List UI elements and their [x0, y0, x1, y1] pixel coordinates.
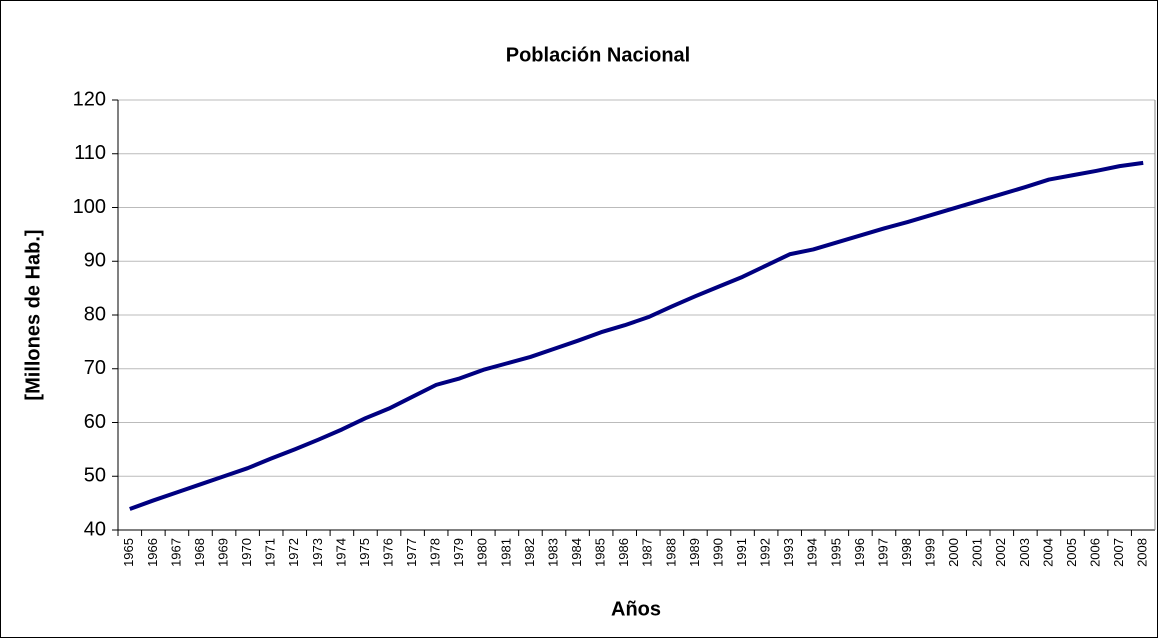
- x-tick-label: 1978: [428, 538, 443, 567]
- x-tick-label: 2006: [1088, 538, 1103, 567]
- y-tick-label: 120: [73, 88, 106, 110]
- y-axis-label: [Millones de Hab.]: [22, 229, 44, 400]
- x-tick-label: 2007: [1111, 538, 1126, 567]
- x-tick-label: 2005: [1064, 538, 1079, 567]
- x-tick-label: 1975: [357, 538, 372, 567]
- x-tick-label: 1999: [923, 538, 938, 567]
- x-tick-label: 2003: [1017, 538, 1032, 567]
- y-tick-label: 90: [84, 250, 106, 272]
- x-tick-label: 1998: [899, 538, 914, 567]
- x-tick-label: 1989: [687, 538, 702, 567]
- x-tick-label: 1990: [710, 538, 725, 567]
- x-tick-label: 1992: [758, 538, 773, 567]
- x-tick-label: 1970: [239, 538, 254, 567]
- x-tick-label: 1994: [805, 538, 820, 567]
- x-tick-label: 2008: [1135, 538, 1150, 567]
- x-tick-label: 1968: [192, 538, 207, 567]
- x-tick-label: 1993: [781, 538, 796, 567]
- x-tick-label: 2004: [1040, 538, 1055, 567]
- y-tick-label: 50: [84, 465, 106, 487]
- x-tick-label: 1976: [380, 538, 395, 567]
- x-tick-label: 1982: [522, 538, 537, 567]
- x-tick-label: 1983: [545, 538, 560, 567]
- x-tick-label: 2001: [970, 538, 985, 567]
- x-axis-label: Años: [611, 598, 661, 620]
- x-tick-label: 1997: [875, 538, 890, 567]
- x-tick-label: 1973: [310, 538, 325, 567]
- x-tick-label: 1965: [121, 538, 136, 567]
- data-line: [129, 160, 1144, 511]
- x-tick-label: 1969: [215, 538, 230, 567]
- x-tick-label: 1987: [640, 538, 655, 567]
- y-tick-label: 100: [73, 196, 106, 218]
- x-tick-label: 1991: [734, 538, 749, 567]
- x-tick-label: 1996: [852, 538, 867, 567]
- x-tick-label: 1984: [569, 538, 584, 567]
- x-tick-label: 1971: [263, 538, 278, 567]
- y-tick-label: 110: [74, 142, 106, 164]
- x-tick-label: 1981: [498, 538, 513, 567]
- x-tick-label: 1972: [286, 538, 301, 567]
- x-tick-label: 1985: [593, 538, 608, 567]
- x-tick-label: 1966: [145, 538, 160, 567]
- y-tick-label: 60: [84, 411, 106, 433]
- x-tick-label: 1986: [616, 538, 631, 567]
- x-tick-label: 1980: [475, 538, 490, 567]
- x-tick-label: 1967: [168, 538, 183, 567]
- x-tick-label: 2000: [946, 538, 961, 567]
- y-tick-label: 40: [84, 518, 106, 540]
- x-tick-label: 1995: [828, 538, 843, 567]
- x-tick-label: 2002: [993, 538, 1008, 567]
- x-tick-label: 1974: [333, 538, 348, 567]
- x-tick-label: 1979: [451, 538, 466, 567]
- chart-title: Población Nacional: [506, 44, 690, 66]
- y-tick-label: 80: [84, 303, 106, 325]
- x-tick-label: 1977: [404, 538, 419, 567]
- x-tick-label: 1988: [663, 538, 678, 567]
- y-tick-label: 70: [84, 357, 106, 379]
